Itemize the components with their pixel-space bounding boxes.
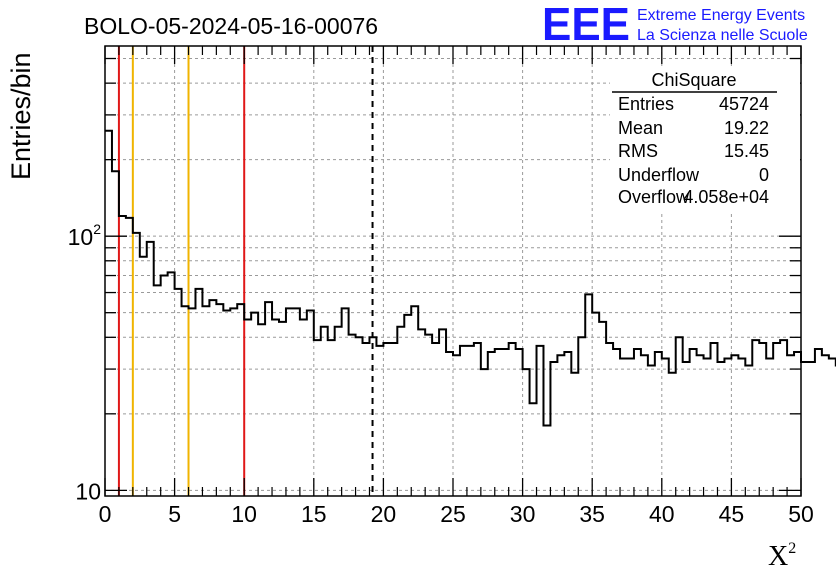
chart-title: BOLO-05-2024-05-16-00076 xyxy=(84,13,378,39)
stats-value-overflow: 4.058e+04 xyxy=(683,187,769,207)
x-tick-label: 50 xyxy=(788,501,814,527)
x-axis-label: X2 xyxy=(768,540,796,572)
stats-box: ChiSquare Entries 45724 Mean 19.22 RMS 1… xyxy=(610,66,800,212)
x-tick-label: 15 xyxy=(301,501,327,527)
stats-label-underflow: Underflow xyxy=(618,165,700,185)
x-tick-label: 5 xyxy=(168,501,181,527)
x-tick-label: 45 xyxy=(719,501,745,527)
x-tick-label: 40 xyxy=(649,501,675,527)
x-tick-labels: 0 5 10 15 20 25 30 35 40 45 50 xyxy=(99,501,814,527)
stats-value-mean: 19.22 xyxy=(724,118,769,138)
y-tick-label-exponent: 2 xyxy=(93,221,101,237)
eee-logo: EEE Extreme Energy Events La Scienza nel… xyxy=(542,0,808,50)
stats-label-overflow: Overflow xyxy=(618,187,690,207)
stats-label-mean: Mean xyxy=(618,118,663,138)
x-tick-label: 0 xyxy=(99,501,112,527)
stats-label-rms: RMS xyxy=(618,141,658,161)
y-tick-label-base: 10 xyxy=(68,224,94,250)
y-tick-label: 10 xyxy=(75,478,101,504)
x-tick-label: 30 xyxy=(510,501,536,527)
x-tick-label: 20 xyxy=(371,501,397,527)
eee-logo-mark: EEE xyxy=(542,0,630,50)
x-axis-label-base: X xyxy=(768,541,788,572)
stats-label-entries: Entries xyxy=(618,94,674,114)
reference-lines xyxy=(119,46,373,496)
y-tick-label-base: 10 xyxy=(75,478,101,504)
y-tick-label: 102 xyxy=(68,221,102,250)
y-axis-label: Entries/bin xyxy=(6,52,36,180)
stats-box-title: ChiSquare xyxy=(651,70,736,90)
x-tick-label: 25 xyxy=(440,501,466,527)
stats-value-rms: 15.45 xyxy=(724,141,769,161)
x-tick-label: 10 xyxy=(231,501,257,527)
x-tick-label: 35 xyxy=(579,501,605,527)
stats-value-entries: 45724 xyxy=(719,94,769,114)
stats-value-underflow: 0 xyxy=(759,165,769,185)
x-axis-label-exponent: 2 xyxy=(788,540,796,557)
eee-logo-line1: Extreme Energy Events xyxy=(637,7,805,24)
eee-logo-line2: La Scienza nelle Scuole xyxy=(637,27,808,44)
